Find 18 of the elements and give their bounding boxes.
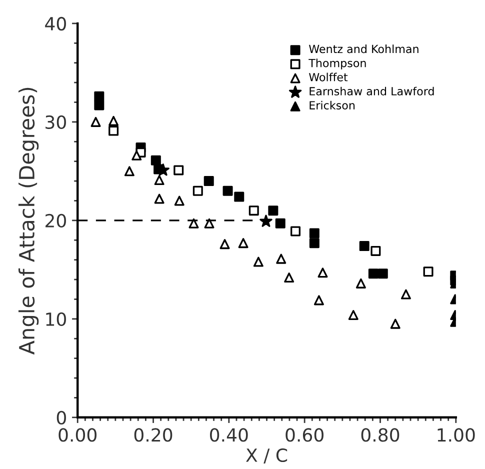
y-axis-title: Angle of Attack (Degrees) (18, 88, 39, 355)
x-tick-label: 1.00 (438, 428, 475, 442)
legend-label: Thompson (308, 58, 366, 70)
y-tick-label: 0 (56, 410, 66, 425)
x-tick-label: 0.20 (134, 428, 172, 442)
legend-label: Wolffet (308, 72, 348, 82)
legend-label: Earnshaw and Lawford (310, 86, 434, 96)
y-tick-label: 30 (46, 115, 66, 130)
y-tick-label: 40 (45, 16, 66, 31)
x-tick-label: 0.00 (58, 428, 96, 442)
x-tick-label: 0.80 (361, 428, 400, 442)
x-axis-title: X / C (246, 448, 288, 464)
y-tick-label: 20 (46, 214, 66, 228)
x-tick-label: 0.40 (210, 428, 248, 442)
y-tick-label: 10 (46, 312, 66, 326)
legend-label: Erickson (310, 100, 355, 110)
x-tick-label: 0.60 (286, 428, 324, 442)
legend-label: Wentz and Kohlman (308, 44, 418, 54)
